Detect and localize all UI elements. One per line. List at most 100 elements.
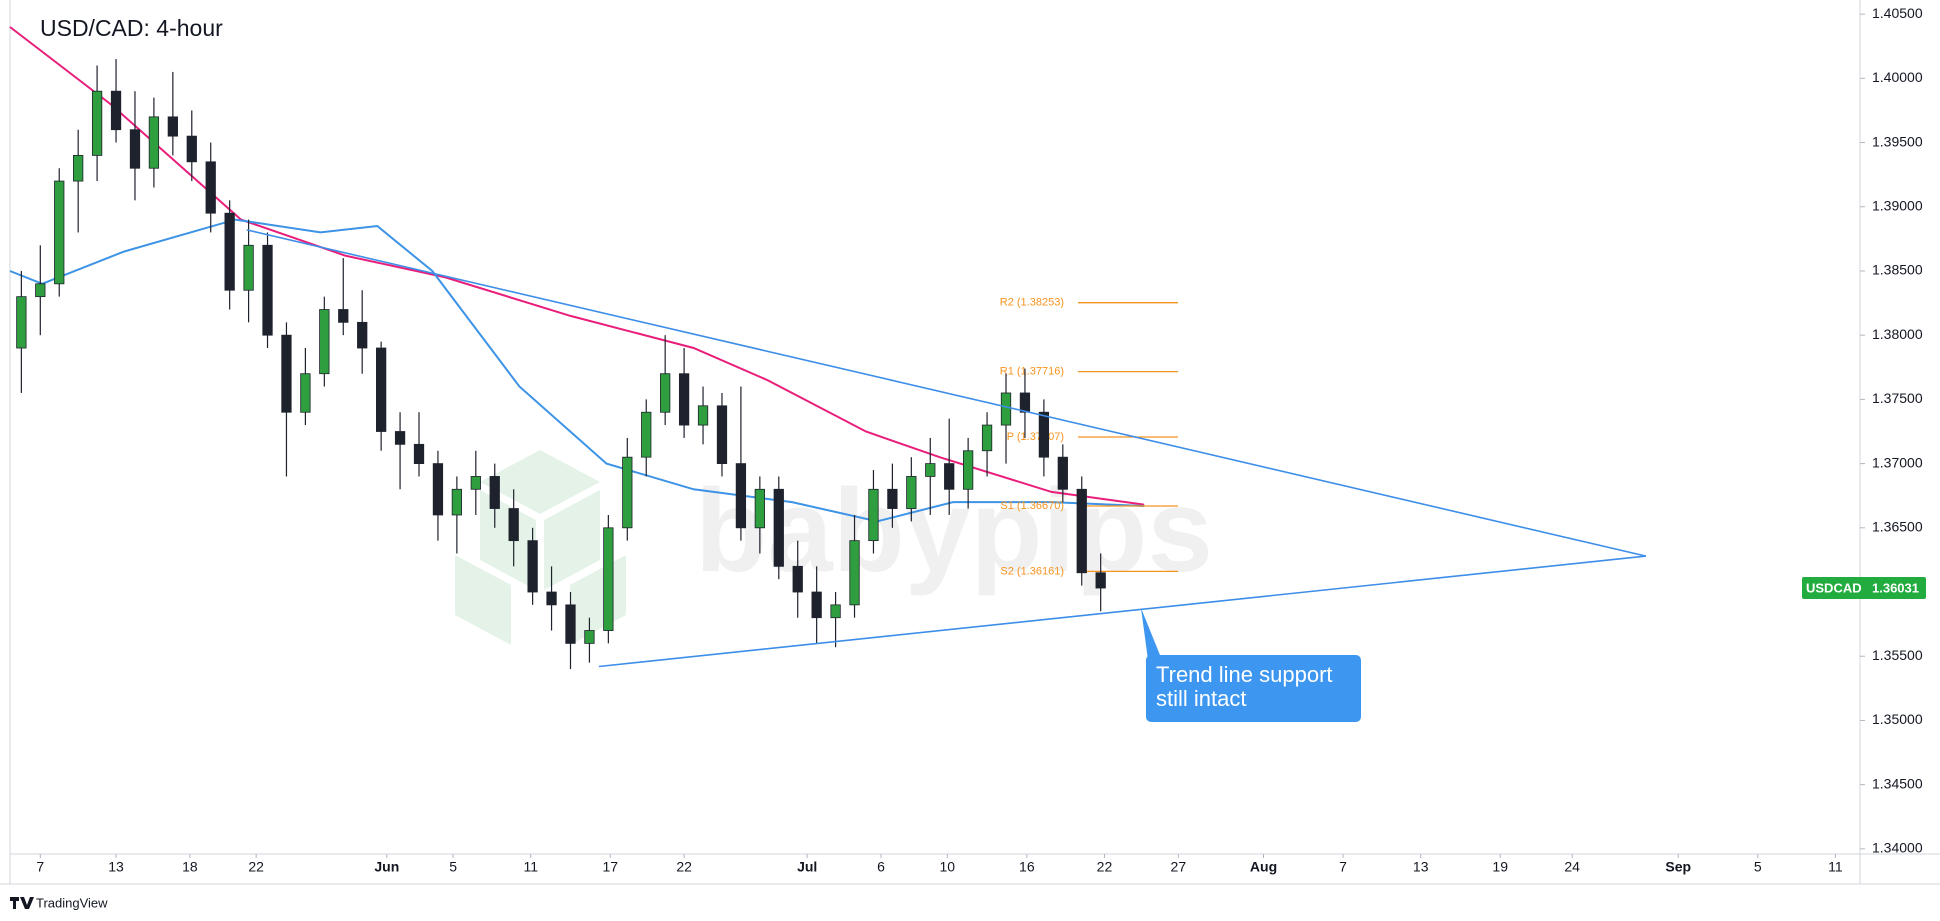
x-tick-label: 7 <box>1339 859 1347 875</box>
candle-body <box>357 321 368 349</box>
candle-body <box>678 373 690 426</box>
annotation-box <box>1146 655 1361 722</box>
x-tick-label: 22 <box>676 859 692 875</box>
annotation-text: still intact <box>1156 686 1246 711</box>
candle-body <box>1095 572 1106 589</box>
candle-body <box>91 90 103 156</box>
candle-body <box>527 540 538 593</box>
candle-body <box>129 129 141 169</box>
trend-line <box>598 555 1647 668</box>
footer-logo <box>10 897 34 909</box>
moving-average <box>9 26 1145 506</box>
x-tick-label: 5 <box>449 859 457 875</box>
trend-line <box>246 229 1647 557</box>
candle-body <box>148 116 160 169</box>
candle-body <box>432 463 444 516</box>
candle-body <box>470 476 481 490</box>
candle-body <box>868 488 879 542</box>
x-tick-label: Jul <box>797 859 817 875</box>
candle-body <box>887 488 898 509</box>
x-tick-label: Aug <box>1250 859 1277 875</box>
candle-body <box>754 488 765 529</box>
candle-body <box>319 309 330 375</box>
x-tick-label: 13 <box>108 859 124 875</box>
pivot-label: S1 (1.36670) <box>1000 500 1064 512</box>
candle-body <box>641 411 652 458</box>
candle-body <box>830 604 841 619</box>
x-tick-label: 22 <box>1097 859 1113 875</box>
footer: TradingView <box>36 895 108 910</box>
candle-body <box>376 347 387 432</box>
x-tick-label: 17 <box>602 859 618 875</box>
x-tick-label: Sep <box>1665 859 1691 875</box>
y-tick-label: 1.39500 <box>1872 133 1923 149</box>
candle-body <box>546 591 557 606</box>
candle-body <box>300 373 311 413</box>
x-tick-label: 24 <box>1564 859 1580 875</box>
candle-body <box>186 135 197 163</box>
candle-body <box>167 116 178 137</box>
candle-body <box>906 476 917 509</box>
y-tick-label: 1.38500 <box>1872 262 1923 278</box>
candle-body <box>110 90 122 131</box>
moving-average <box>9 218 1145 523</box>
y-tick-label: 1.37500 <box>1872 390 1923 406</box>
x-tick-label: 11 <box>1828 859 1843 875</box>
candle-body <box>394 431 406 445</box>
candle-body <box>508 508 519 542</box>
y-tick-label: 1.40500 <box>1872 5 1923 21</box>
candle-body <box>981 424 993 452</box>
pivot-label: S2 (1.36161) <box>1000 565 1064 577</box>
candle-body <box>849 540 860 606</box>
candle-body <box>963 450 974 490</box>
y-tick-label: 1.37000 <box>1872 454 1923 470</box>
y-tick-label: 1.35500 <box>1872 647 1923 663</box>
candle-body <box>281 334 292 413</box>
candle-body <box>1019 392 1031 413</box>
candle-body <box>584 630 595 644</box>
pivot-label: R1 (1.37716) <box>1000 366 1064 378</box>
candle-body <box>243 244 254 291</box>
y-tick-label: 1.38000 <box>1872 326 1923 342</box>
x-tick-label: 22 <box>248 859 264 875</box>
x-tick-label: 13 <box>1413 859 1429 875</box>
x-tick-label: 18 <box>182 859 198 875</box>
chart-title: USD/CAD: 4-hour <box>40 15 223 41</box>
annotation-pointer <box>1141 608 1162 660</box>
candle-body <box>1076 488 1087 574</box>
candle-body <box>224 212 235 291</box>
candle-body <box>73 154 84 182</box>
y-tick-label: 1.40000 <box>1872 69 1923 85</box>
candle-body <box>792 565 803 593</box>
x-tick-label: Jun <box>374 859 399 875</box>
candle-body <box>773 488 784 567</box>
price-tag-value: 1.36031 <box>1872 580 1919 595</box>
candle-body <box>1038 411 1050 458</box>
x-tick-label: 10 <box>940 859 956 875</box>
candle-body <box>338 309 349 323</box>
candle-body <box>35 283 46 298</box>
y-tick-label: 1.39000 <box>1872 197 1923 213</box>
candle-body <box>262 244 273 336</box>
candle-body <box>565 604 576 644</box>
candle-body <box>451 488 463 516</box>
candle-body <box>603 527 614 631</box>
candle-body <box>489 476 500 509</box>
annotation-text: Trend line support <box>1156 662 1333 687</box>
candle-body <box>54 180 65 285</box>
candle-body <box>1000 392 1012 426</box>
candle-body <box>1057 456 1068 490</box>
y-tick-label: 1.35000 <box>1872 711 1923 727</box>
candle-body <box>697 405 709 426</box>
candle-body <box>413 443 425 465</box>
y-tick-label: 1.36500 <box>1872 519 1923 535</box>
price-tag-box <box>1802 577 1926 600</box>
candle-body <box>660 373 671 413</box>
price-tag-symbol: USDCAD <box>1806 580 1862 595</box>
candle-body <box>622 456 633 529</box>
x-tick-label: 27 <box>1171 859 1187 875</box>
candle-body <box>16 296 27 349</box>
x-tick-label: 6 <box>877 859 885 875</box>
pivot-label: R2 (1.38253) <box>1000 297 1064 309</box>
